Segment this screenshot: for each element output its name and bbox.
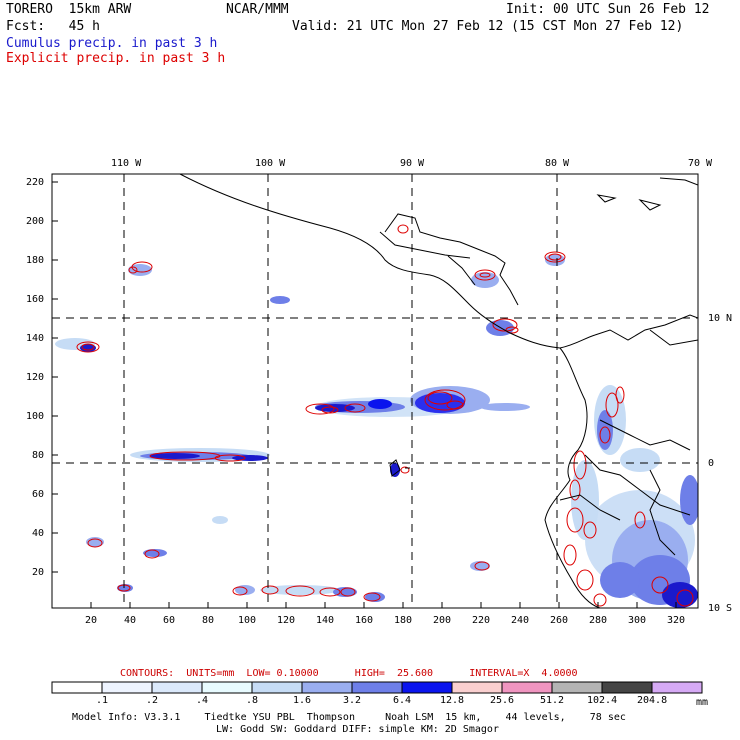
bottom-tick-label: 40 bbox=[124, 615, 137, 626]
left-tick-label: 60 bbox=[32, 489, 45, 500]
model-info-line1: Model Info: V3.3.1 Tiedtke YSU PBL Thomp… bbox=[72, 712, 626, 723]
bottom-tick-label: 320 bbox=[667, 615, 686, 626]
left-tick-label: 120 bbox=[26, 372, 45, 383]
lat-label-0: 0 bbox=[708, 458, 715, 469]
left-tick-label: 20 bbox=[32, 567, 45, 578]
left-tick-label: 140 bbox=[26, 333, 45, 344]
colorbar-label: 25.6 bbox=[489, 695, 515, 706]
colorbar-swatch bbox=[451, 681, 503, 694]
init-time: Init: 00 UTC Sun 26 Feb 12 bbox=[506, 2, 710, 17]
lon-label-110w: 110 W bbox=[111, 158, 142, 169]
bottom-tick-label: 160 bbox=[355, 615, 374, 626]
lon-label-70w: 70 W bbox=[688, 158, 713, 169]
colorbar-label: .4 bbox=[195, 695, 209, 706]
lat-lon-grid bbox=[52, 174, 698, 608]
colorbar-swatch bbox=[351, 681, 403, 694]
legend-cumulus: Cumulus precip. in past 3 h bbox=[6, 36, 218, 51]
bottom-tick-label: 220 bbox=[472, 615, 491, 626]
bottom-tick-label: 180 bbox=[394, 615, 413, 626]
left-tick-label: 200 bbox=[26, 216, 45, 227]
bottom-axis-ticks bbox=[90, 602, 677, 608]
legend-explicit: Explicit precip. in past 3 h bbox=[6, 51, 226, 66]
colorbar-swatch bbox=[401, 681, 453, 694]
colorbar-swatch bbox=[251, 681, 303, 694]
bottom-tick-label: 280 bbox=[589, 615, 608, 626]
model-title: TORERO 15km ARW bbox=[6, 2, 132, 17]
bottom-tick-label: 300 bbox=[628, 615, 647, 626]
lat-label-10n: 10 N bbox=[708, 313, 733, 324]
colorbar-label: 6.4 bbox=[392, 695, 412, 706]
map-frame bbox=[51, 173, 699, 609]
colorbar-label: .8 bbox=[245, 695, 259, 706]
model-info-line2: LW: Godd SW: Goddard DIFF: simple KM: 2D… bbox=[216, 724, 499, 735]
colorbar-swatch bbox=[301, 681, 353, 694]
colorbar-label: 1.6 bbox=[292, 695, 312, 706]
colorbar-swatch bbox=[651, 681, 703, 694]
colorbar-swatch bbox=[501, 681, 553, 694]
cumulus-precip-shading bbox=[55, 254, 698, 608]
bottom-tick-label: 200 bbox=[433, 615, 452, 626]
left-axis-ticks bbox=[52, 181, 58, 573]
colorbar-swatch bbox=[601, 681, 653, 694]
lon-label-80w: 80 W bbox=[545, 158, 570, 169]
colorbar-swatch bbox=[201, 681, 253, 694]
left-tick-label: 160 bbox=[26, 294, 45, 305]
colorbar-swatch bbox=[51, 681, 103, 694]
colorbar-swatch bbox=[551, 681, 603, 694]
colorbar-swatch bbox=[151, 681, 203, 694]
left-tick-label: 40 bbox=[32, 528, 45, 539]
lon-label-100w: 100 W bbox=[255, 158, 286, 169]
bottom-tick-label: 140 bbox=[316, 615, 335, 626]
bottom-tick-label: 20 bbox=[85, 615, 98, 626]
lat-label-10s: 10 S bbox=[708, 603, 733, 614]
lon-label-90w: 90 W bbox=[400, 158, 425, 169]
bottom-tick-label: 60 bbox=[163, 615, 176, 626]
explicit-precip-contours bbox=[76, 224, 694, 607]
bottom-tick-label: 120 bbox=[277, 615, 296, 626]
bottom-tick-label: 100 bbox=[238, 615, 257, 626]
colorbar-label: 204.8 bbox=[637, 695, 668, 706]
forecast-hour: Fcst: 45 h bbox=[6, 19, 100, 34]
bottom-tick-label: 80 bbox=[202, 615, 215, 626]
valid-time: Valid: 21 UTC Mon 27 Feb 12 (15 CST Mon … bbox=[292, 19, 684, 34]
colorbar-swatch bbox=[101, 681, 153, 694]
colorbar-label: 51.2 bbox=[539, 695, 565, 706]
left-tick-label: 100 bbox=[26, 411, 45, 422]
bottom-tick-label: 240 bbox=[511, 615, 530, 626]
colorbar-label: .1 bbox=[95, 695, 109, 706]
bottom-tick-label: 260 bbox=[550, 615, 569, 626]
left-tick-label: 80 bbox=[32, 450, 45, 461]
organization-label: NCAR/MMM bbox=[226, 2, 289, 17]
colorbar-label: .2 bbox=[145, 695, 159, 706]
colorbar-label: 12.8 bbox=[439, 695, 465, 706]
colorbar-label: 102.4 bbox=[587, 695, 618, 706]
colorbar-label: 3.2 bbox=[342, 695, 362, 706]
left-tick-label: 180 bbox=[26, 255, 45, 266]
colorbar-unit: mm bbox=[696, 697, 709, 708]
contour-info: CONTOURS: UNITS=mm LOW= 0.10000 HIGH= 25… bbox=[120, 668, 578, 679]
left-tick-label: 220 bbox=[26, 177, 45, 188]
